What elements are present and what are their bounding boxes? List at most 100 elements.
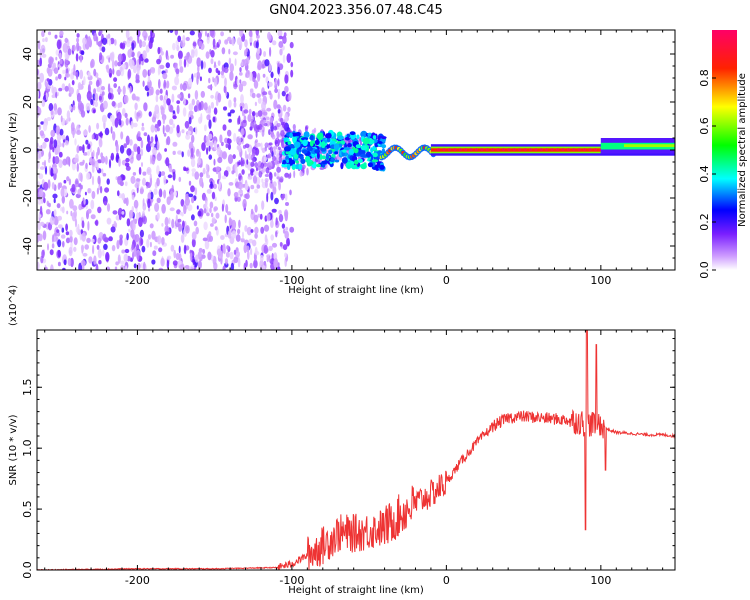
heatmap-cell — [192, 258, 195, 265]
heatmap-cell — [37, 106, 42, 116]
heatmap-cell — [345, 162, 352, 169]
heatmap-cell — [147, 134, 150, 143]
spectrogram-xlabel: Height of straight line (km) — [288, 285, 424, 296]
heatmap-cell — [151, 156, 156, 165]
heatmap-cell — [74, 218, 78, 228]
heatmap-cell — [115, 176, 118, 181]
heatmap-cell — [131, 194, 135, 200]
heatmap-cell — [108, 57, 111, 63]
heatmap-cell — [55, 76, 58, 81]
heatmap-cell — [112, 68, 115, 75]
heatmap-cell — [158, 188, 163, 198]
heatmap-cell — [333, 143, 340, 151]
heatmap-cell — [113, 77, 118, 82]
heatmap-cell — [124, 181, 128, 187]
snr-xtick-label: 0 — [443, 574, 450, 587]
heatmap-cell — [158, 247, 163, 253]
heatmap-cell — [299, 155, 304, 160]
heatmap-cell — [122, 175, 126, 181]
heatmap-cell — [218, 179, 221, 190]
heatmap-cell — [496, 148, 500, 151]
heatmap-cell — [136, 152, 142, 161]
heatmap-cell — [172, 141, 178, 147]
heatmap-cell — [214, 61, 216, 69]
heatmap-cell — [202, 167, 206, 175]
heatmap-cell — [236, 196, 241, 202]
heatmap-cell — [43, 197, 46, 204]
heatmap-cell — [203, 102, 208, 111]
heatmap-cell — [143, 132, 148, 137]
heatmap-cell — [349, 131, 356, 136]
heatmap-cell — [122, 42, 126, 49]
heatmap-cell — [129, 209, 134, 219]
heatmap-cell — [491, 148, 495, 151]
spectrogram-xtick-label: -200 — [125, 274, 150, 287]
heatmap-cell — [64, 85, 69, 92]
heatmap-cell — [41, 30, 45, 38]
heatmap-cell — [242, 198, 247, 209]
heatmap-cell — [270, 263, 274, 270]
heatmap-cell — [244, 49, 248, 57]
heatmap-cell — [265, 180, 268, 189]
heatmap-cell — [221, 151, 228, 160]
heatmap-cell — [80, 184, 83, 190]
heatmap-cell — [91, 238, 95, 243]
heatmap-cell — [155, 89, 160, 96]
heatmap-cell — [71, 44, 76, 52]
heatmap-cell — [269, 172, 273, 181]
heatmap-cell — [134, 110, 137, 119]
heatmap-cell — [73, 64, 76, 74]
heatmap-cell — [114, 60, 118, 67]
heatmap-cell — [122, 108, 126, 116]
heatmap-cell — [73, 237, 78, 246]
heatmap-cell — [56, 39, 62, 50]
heatmap-cell — [311, 154, 316, 158]
heatmap-cell — [142, 171, 147, 176]
heatmap-cell — [110, 226, 116, 233]
heatmap-cell — [85, 162, 88, 169]
heatmap-cell — [76, 33, 80, 38]
heatmap-cell — [97, 248, 102, 259]
heatmap-cell — [54, 156, 60, 165]
heatmap-cell — [334, 159, 340, 163]
heatmap-cell — [45, 209, 51, 215]
heatmap-cell — [72, 104, 76, 111]
heatmap-cell — [284, 113, 289, 123]
heatmap-cell — [273, 258, 279, 268]
heatmap-cell — [238, 72, 243, 76]
heatmap-cell — [566, 148, 571, 151]
heatmap-cell — [270, 191, 274, 201]
heatmap-cell — [163, 175, 167, 186]
heatmap-cell — [209, 207, 212, 214]
heatmap-cell — [287, 106, 291, 112]
heatmap-cell — [207, 251, 212, 261]
heatmap-cell — [284, 230, 290, 239]
heatmap-cell — [250, 184, 255, 190]
heatmap-cell — [193, 220, 198, 227]
heatmap-cell — [55, 91, 58, 99]
heatmap-cell — [225, 90, 228, 97]
heatmap-cell — [160, 106, 165, 116]
heatmap-cell — [80, 173, 83, 183]
heatmap-cell — [87, 221, 90, 231]
heatmap-cell — [130, 229, 135, 238]
heatmap-cell — [136, 178, 141, 182]
snr-ylabel: SNR (10 * v/v) — [8, 414, 19, 485]
heatmap-cell — [62, 42, 68, 53]
heatmap-cell — [57, 249, 61, 258]
heatmap-cell — [119, 237, 123, 246]
colorbar-tick-label: 0.4 — [698, 165, 711, 183]
heatmap-cell — [150, 136, 154, 143]
heatmap-cell — [281, 223, 286, 229]
heatmap-cell — [188, 193, 194, 198]
heatmap-cell — [105, 251, 110, 262]
heatmap-cell — [302, 139, 308, 147]
heatmap-cell — [68, 178, 72, 186]
heatmap-cell — [102, 37, 108, 45]
heatmap-cell — [79, 69, 84, 80]
heatmap-cell — [229, 63, 234, 73]
heatmap-cell — [218, 171, 222, 181]
heatmap-cell — [224, 77, 227, 87]
heatmap-cell — [97, 175, 101, 185]
heatmap-cell — [289, 132, 293, 139]
